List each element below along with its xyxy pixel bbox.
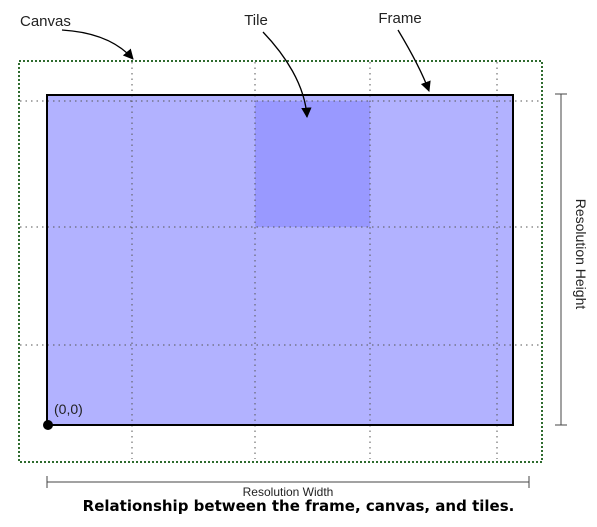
tile-label: Tile	[244, 12, 268, 29]
figure-caption: Relationship between the frame, canvas, …	[82, 497, 515, 515]
frame-label: Frame	[378, 10, 421, 27]
resolution-height-dimension	[555, 93, 567, 426]
canvas-border	[18, 60, 543, 463]
tile-grid	[20, 62, 540, 459]
resolution-width-label: Resolution Width	[243, 485, 334, 499]
resolution-height-label: Resolution Height	[573, 199, 589, 310]
frame-border	[46, 94, 514, 426]
origin-point	[43, 420, 53, 430]
tile-arrow	[262, 31, 312, 119]
origin-label: (0,0)	[54, 401, 83, 417]
highlighted-tile	[255, 101, 370, 227]
canvas-label: Canvas	[20, 13, 71, 30]
resolution-width-dimension	[46, 476, 530, 488]
frame-arrow	[397, 29, 431, 92]
canvas-arrow	[61, 29, 134, 60]
